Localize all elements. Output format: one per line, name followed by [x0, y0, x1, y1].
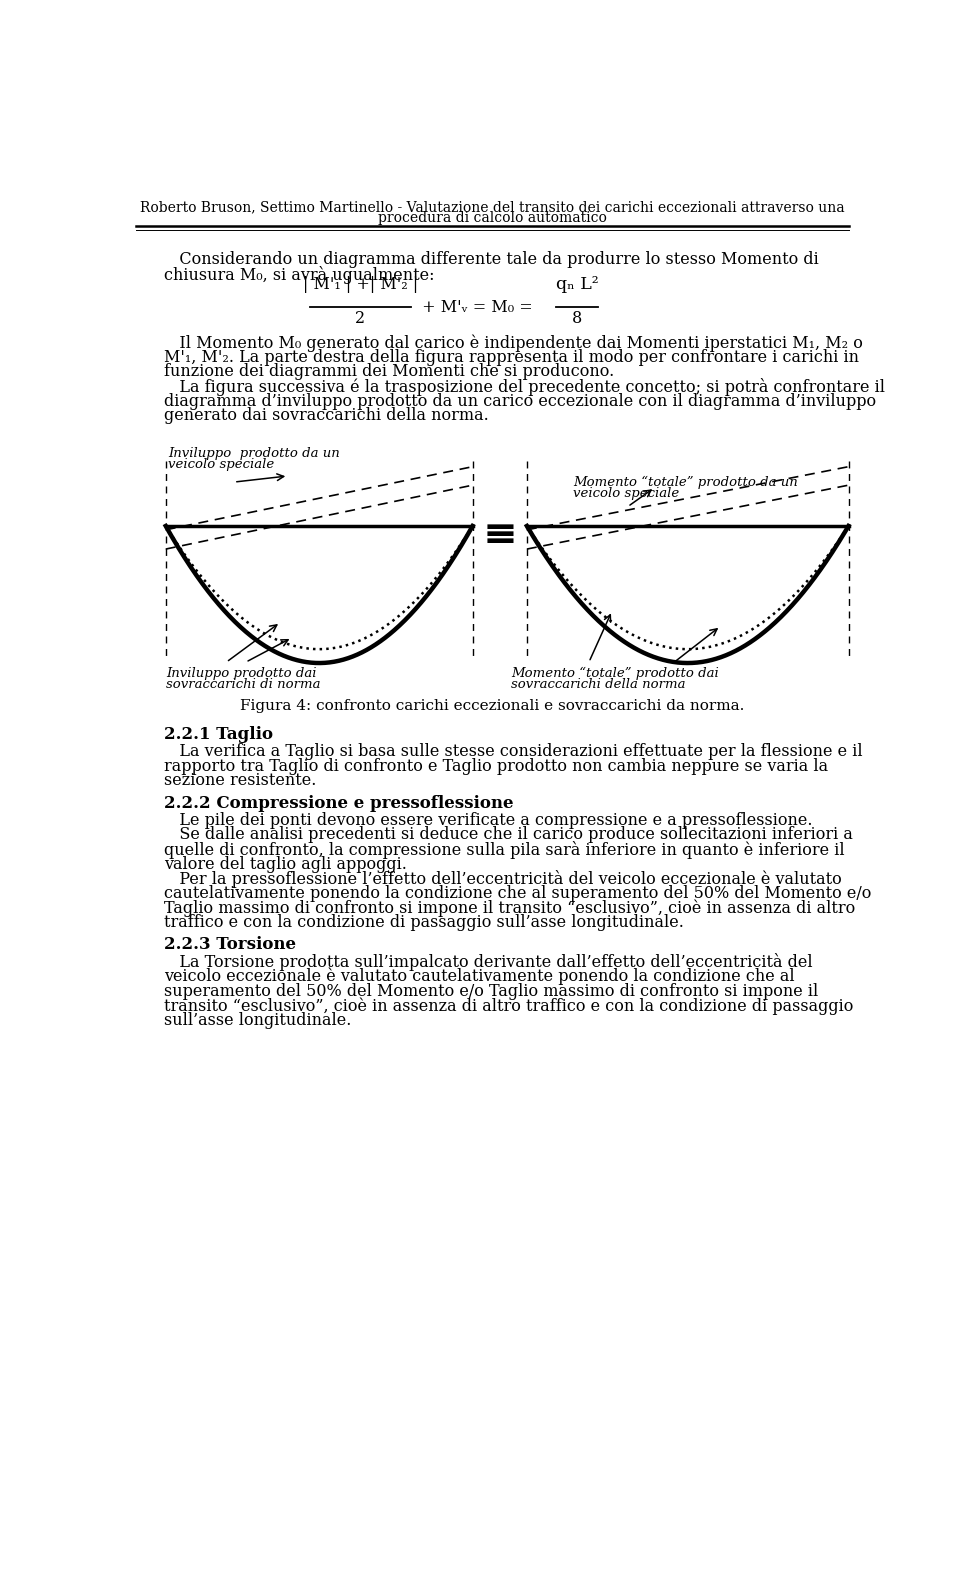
Text: qₙ L²: qₙ L² — [556, 276, 599, 294]
Text: cautelativamente ponendo la condizione che al superamento del 50% del Momento e/: cautelativamente ponendo la condizione c… — [164, 884, 872, 902]
Text: valore del taglio agli appoggi.: valore del taglio agli appoggi. — [164, 856, 407, 873]
Text: La Torsione prodotta sull’impalcato derivante dall’effetto dell’eccentricità del: La Torsione prodotta sull’impalcato deri… — [164, 954, 813, 971]
Text: traffico e con la condizione di passaggio sull’asse longitudinale.: traffico e con la condizione di passaggi… — [164, 914, 684, 932]
Text: Per la pressoflessione l’effetto dell’eccentricità del veicolo eccezionale è val: Per la pressoflessione l’effetto dell’ec… — [164, 870, 842, 887]
Text: sull’asse longitudinale.: sull’asse longitudinale. — [164, 1012, 351, 1030]
Text: Inviluppo prodotto dai: Inviluppo prodotto dai — [166, 666, 316, 681]
Text: sovraccarichi di norma: sovraccarichi di norma — [166, 679, 321, 692]
Text: Momento “totale” prodotto dai: Momento “totale” prodotto dai — [512, 666, 719, 681]
Text: ≡: ≡ — [482, 515, 517, 556]
Text: + M'ᵥ = M₀ =: + M'ᵥ = M₀ = — [417, 298, 533, 316]
Text: La figura successiva é la trasposizione del precedente concetto; si potrà confro: La figura successiva é la trasposizione … — [164, 377, 885, 396]
Text: diagramma d’inviluppo prodotto da un carico eccezionale con il diagramma d’invil: diagramma d’inviluppo prodotto da un car… — [164, 393, 876, 411]
Text: 2.2.3 Torsione: 2.2.3 Torsione — [164, 936, 297, 954]
Text: procedura di calcolo automatico: procedura di calcolo automatico — [377, 212, 607, 226]
Text: rapporto tra Taglio di confronto e Taglio prodotto non cambia neppure se varia l: rapporto tra Taglio di confronto e Tagli… — [164, 758, 828, 775]
Text: Figura 4: confronto carichi eccezionali e sovraccarichi da norma.: Figura 4: confronto carichi eccezionali … — [240, 699, 744, 714]
Text: funzione dei diagrammi dei Momenti che si producono.: funzione dei diagrammi dei Momenti che s… — [164, 363, 614, 381]
Text: chiusura M₀, si avrà ugualmente:: chiusura M₀, si avrà ugualmente: — [164, 265, 435, 284]
Text: sezione resistente.: sezione resistente. — [164, 772, 317, 790]
Text: transito “esclusivo”, cioè in assenza di altro traffico e con la condizione di p: transito “esclusivo”, cioè in assenza di… — [164, 998, 853, 1015]
Text: Roberto Bruson, Settimo Martinello - Valutazione del transito dei carichi eccezi: Roberto Bruson, Settimo Martinello - Val… — [140, 201, 844, 215]
Text: sovraccarichi della norma: sovraccarichi della norma — [512, 679, 685, 692]
Text: quelle di confronto, la compressione sulla pila sarà inferiore in quanto è infer: quelle di confronto, la compressione sul… — [164, 842, 845, 859]
Text: | M'₁ | +| M'₂ |: | M'₁ | +| M'₂ | — [302, 276, 418, 294]
Text: Taglio massimo di confronto si impone il transito “esclusivo”, cioè in assenza d: Taglio massimo di confronto si impone il… — [164, 900, 855, 917]
Text: Inviluppo  prodotto da un: Inviluppo prodotto da un — [168, 447, 340, 459]
Text: 2.2.2 Compressione e pressoflessione: 2.2.2 Compressione e pressoflessione — [164, 794, 514, 812]
Text: veicolo speciale: veicolo speciale — [168, 458, 275, 471]
Text: La verifica a Taglio si basa sulle stesse considerazioni effettuate per la fless: La verifica a Taglio si basa sulle stess… — [164, 744, 863, 759]
Text: M'₁, M'₂. La parte destra della figura rappresenta il modo per confrontare i car: M'₁, M'₂. La parte destra della figura r… — [164, 349, 859, 366]
Text: veicolo eccezionale è valutato cautelativamente ponendo la condizione che al: veicolo eccezionale è valutato cautelati… — [164, 968, 795, 985]
Text: 2: 2 — [355, 311, 366, 327]
Text: Il Momento M₀ generato dal carico è indipendente dai Momenti iperstatici M₁, M₂ : Il Momento M₀ generato dal carico è indi… — [164, 335, 863, 352]
Text: Se dalle analisi precedenti si deduce che il carico produce sollecitazioni infer: Se dalle analisi precedenti si deduce ch… — [164, 826, 853, 843]
Text: Considerando un diagramma differente tale da produrre lo stesso Momento di: Considerando un diagramma differente tal… — [164, 251, 819, 268]
Text: Momento “totale” prodotto da un: Momento “totale” prodotto da un — [573, 475, 798, 489]
Text: generato dai sovraccarichi della norma.: generato dai sovraccarichi della norma. — [164, 407, 489, 425]
Text: superamento del 50% del Momento e/o Taglio massimo di confronto si impone il: superamento del 50% del Momento e/o Tagl… — [164, 982, 819, 1000]
Text: 2.2.1 Taglio: 2.2.1 Taglio — [164, 726, 274, 744]
Text: veicolo speciale: veicolo speciale — [573, 488, 680, 501]
Text: Le pile dei ponti devono essere verificate a compressione e a pressoflessione.: Le pile dei ponti devono essere verifica… — [164, 812, 813, 829]
Text: 8: 8 — [572, 311, 583, 327]
